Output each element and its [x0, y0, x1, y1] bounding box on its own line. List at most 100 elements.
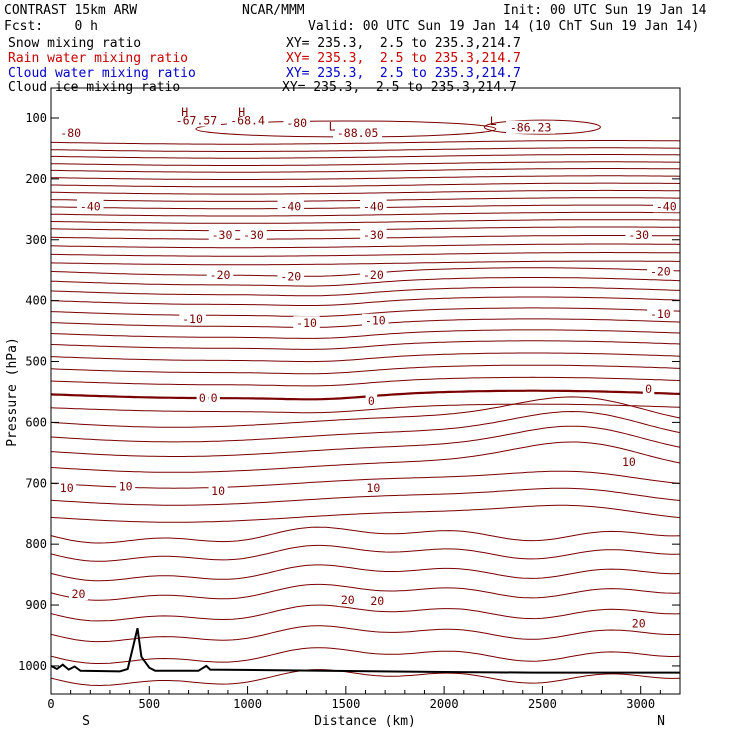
y-tick-label: 900 [25, 598, 47, 612]
x-axis: 0 500 1000 1500 2000 2500 3000 [47, 686, 681, 711]
field-cloudwater-name: Cloud water mixing ratio [8, 66, 196, 81]
isotherm-line [50, 504, 681, 523]
label-gap [642, 381, 655, 395]
label-gap [652, 199, 680, 213]
terrain-profile [50, 627, 680, 674]
isotherm-label: 20 [370, 594, 384, 608]
isotherm-label: -20 [650, 264, 671, 278]
init-time: Init: 00 UTC Sun 19 Jan 14 [503, 3, 707, 18]
x-tick-label: 2500 [528, 697, 557, 711]
x-tick-label: 0 [47, 697, 54, 711]
isotherm-line [50, 277, 681, 287]
isotherm-label: -80 [60, 126, 81, 140]
isotherm-label: -86.23 [510, 121, 552, 135]
y-tick-label: 500 [25, 355, 47, 369]
label-gap [208, 391, 220, 405]
forecast-hour: Fcst: 0 h [4, 19, 98, 34]
label-gap [333, 126, 383, 140]
isotherm-line [50, 396, 681, 428]
x-tick-label: 3000 [626, 697, 655, 711]
field-snow-xy: XY= 235.3, 2.5 to 235.3,214.7 [286, 36, 521, 51]
isotherm-line [50, 243, 681, 249]
field-cloudice-xy: XY= 235.3, 2.5 to 235.3,214.7 [282, 80, 517, 95]
isotherm-label: -40 [363, 199, 384, 213]
label-gap [338, 593, 358, 607]
isotherm-line [50, 410, 681, 443]
label-gap [57, 126, 84, 140]
isotherm-line [50, 470, 681, 489]
label-gap [179, 311, 206, 325]
model-title: CONTRAST 15km ARW [4, 3, 138, 18]
isotherm-label: -10 [650, 307, 671, 321]
center-name: NCAR/MMM [242, 3, 305, 18]
label-gap [362, 313, 389, 327]
isotherm-line [50, 286, 681, 297]
isotherm-label: 0 [199, 391, 206, 405]
x-tick-label: 1500 [331, 697, 360, 711]
label-gap [116, 479, 136, 493]
isotherm-line [50, 441, 681, 473]
y-tick-label: 200 [25, 172, 47, 186]
x-tick-label: 1000 [233, 697, 262, 711]
isotherm-line [51, 175, 681, 180]
label-gap [277, 199, 305, 213]
label-gap [619, 454, 639, 468]
x-tick-label: 500 [138, 697, 160, 711]
isotherm-line [51, 161, 681, 166]
isotherm-line [51, 147, 681, 152]
isotherm-label: 20 [341, 593, 355, 607]
isotherm-label: -20 [210, 268, 231, 282]
isotherm-line [50, 211, 680, 217]
terrain-line [50, 627, 680, 674]
isotherm-label: -10 [296, 316, 317, 330]
isotherm-line [50, 625, 681, 643]
isotherm-label: -88.05 [337, 126, 379, 140]
y-tick-label: 1000 [18, 659, 47, 673]
label-gap [226, 113, 269, 127]
label-gap [283, 115, 310, 129]
label-gap [625, 227, 652, 241]
isotherm-line [51, 189, 681, 195]
isotherm-labels: -67.57 -68.4 -80 -80 -88.05 -86.23 -40 -40 -40 -4… [57, 105, 680, 630]
x-axis-label: Distance (km) [314, 714, 416, 729]
isotherm-line [51, 154, 681, 159]
isotherm-label: -10 [365, 314, 386, 328]
y-axis-label: Pressure (hPa) [5, 337, 20, 447]
low-marker: L [329, 120, 336, 134]
isotherm-line [50, 340, 681, 350]
isotherm-line [51, 168, 681, 173]
isotherm-line [50, 544, 681, 562]
label-gap [69, 587, 89, 601]
label-gap [277, 269, 305, 283]
isotherm-line [50, 425, 681, 457]
y-tick-label: 300 [25, 233, 47, 247]
label-gap [506, 120, 556, 134]
isotherm-label: -40 [80, 199, 101, 213]
label-gap [208, 484, 228, 498]
isotherm-label: 0 [368, 394, 375, 408]
isotherm-line [51, 140, 681, 145]
isotherm-line [50, 329, 681, 339]
isotherm-line [50, 526, 681, 544]
isotherm-line [51, 182, 681, 188]
label-gap [365, 394, 378, 408]
isotherm-label: -30 [243, 228, 264, 242]
label-gap [367, 593, 387, 607]
isotherm-line [50, 669, 681, 687]
label-gap [293, 316, 320, 330]
isotherm-label: -68.4 [230, 113, 265, 127]
endpoint-south: S [82, 714, 90, 729]
isotherm-label: -20 [363, 268, 384, 282]
isotherm-label: 10 [119, 479, 133, 493]
isotherm-line [50, 564, 681, 582]
y-tick-label: 600 [25, 415, 47, 429]
label-gap [647, 307, 674, 321]
isotherm-line [50, 260, 680, 266]
cold-core-contour-east [483, 119, 601, 135]
label-gap [196, 391, 209, 405]
isotherm-label: -10 [182, 312, 203, 326]
label-gap [363, 481, 383, 495]
isotherm-line [50, 296, 681, 306]
